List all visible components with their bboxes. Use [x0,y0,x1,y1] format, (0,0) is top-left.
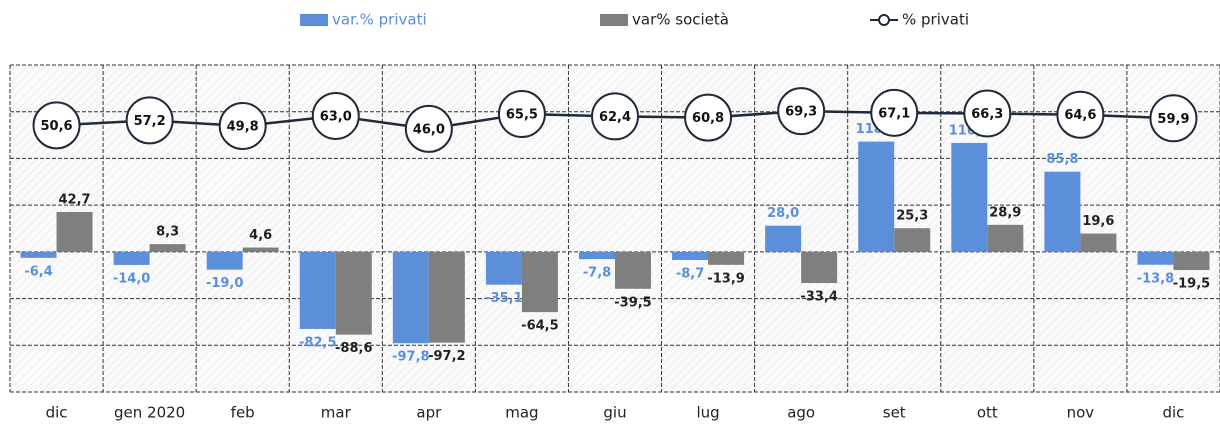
bar [672,251,709,260]
line-label: 66,3 [971,107,1003,122]
line-marker [32,101,81,150]
line-marker [404,104,453,153]
bar [894,228,931,252]
legend-label: var.% privati [332,11,427,29]
line-marker [218,101,267,150]
line-label: 57,2 [134,114,166,129]
data-label: 28,0 [767,206,799,221]
bar [242,247,279,252]
data-label: -6,4 [24,264,52,279]
line-label: 60,8 [692,111,724,126]
data-label: 19,6 [1082,214,1114,229]
data-label: -33,4 [800,290,837,305]
line-marker [963,89,1012,138]
bar [20,251,57,258]
data-label: -13,9 [707,271,744,286]
data-label: -35,1 [485,291,522,306]
data-label: 8,3 [156,225,179,240]
bar [299,251,336,329]
bar [1137,251,1174,265]
x-tick-label: lug [696,404,719,422]
data-label: -97,8 [392,350,429,365]
data-label: -8,7 [676,266,704,281]
x-tick-label: giu [603,404,626,422]
bar [206,251,243,270]
bar [801,251,838,284]
line-marker [311,91,360,140]
data-label: -19,0 [206,276,243,291]
data-label: -82,5 [299,335,336,350]
bar [951,142,988,252]
line-label: 50,6 [40,119,72,134]
line-label: 65,5 [506,108,538,123]
bar [1044,171,1081,252]
bar [1173,251,1210,271]
legend-swatch [600,14,628,26]
data-label: -19,5 [1173,277,1210,292]
line-label: 59,9 [1157,112,1189,127]
line-marker [1056,90,1105,139]
line-marker [1149,94,1198,143]
x-tick-label: ago [787,404,815,422]
line-marker [684,93,733,142]
bar [765,225,802,252]
data-label: -13,8 [1137,271,1174,286]
legend-swatch [878,14,890,26]
line-marker [125,96,174,145]
bar [392,251,429,344]
line-label: 63,0 [320,109,352,124]
x-tick-label: set [883,404,906,422]
data-label: 85,8 [1046,152,1078,167]
line-label: 69,3 [785,105,817,120]
legend-swatch [300,14,328,26]
line-label: 62,4 [599,110,631,125]
data-label: -14,0 [113,271,150,286]
bar [113,251,150,265]
bar [708,251,745,265]
line-marker [870,88,919,137]
line-marker [777,87,826,136]
line-marker [497,90,546,139]
data-label: 4,6 [249,228,272,243]
data-label: -97,2 [428,349,465,364]
x-tick-label: dic [1162,404,1184,422]
bar [485,251,522,285]
x-tick-label: feb [231,404,255,422]
bar [428,251,465,343]
line-label: 49,8 [227,119,259,134]
x-tick-label: apr [416,404,442,422]
data-label: 42,7 [58,192,90,207]
line-label: 64,6 [1064,108,1096,123]
bar [149,244,186,252]
line-label: 46,0 [413,122,445,137]
x-tick-label: dic [46,404,68,422]
x-tick-label: ott [977,404,998,422]
bar [987,224,1024,252]
x-tick-label: nov [1067,404,1095,422]
bar [335,251,372,335]
bar [521,251,558,313]
data-label: 28,9 [989,205,1021,220]
line-marker [591,92,639,141]
bar [1080,233,1117,252]
bar [858,141,895,252]
x-tick-label: mar [321,404,352,422]
bar [579,251,615,260]
data-label: -88,6 [335,341,372,356]
x-tick-label: gen 2020 [114,404,185,422]
line-label: 67,1 [878,106,910,121]
data-label: -39,5 [614,295,651,310]
legend: var.% privati var% società % privati [300,11,969,29]
x-tick-label: mag [505,404,538,422]
legend-label: var% società [632,11,729,29]
data-label: -64,5 [521,319,558,334]
data-label: -7,8 [583,266,611,281]
bar [615,251,651,289]
bar [56,211,93,252]
legend-label: % privati [902,11,969,29]
data-label: 25,3 [896,209,928,224]
